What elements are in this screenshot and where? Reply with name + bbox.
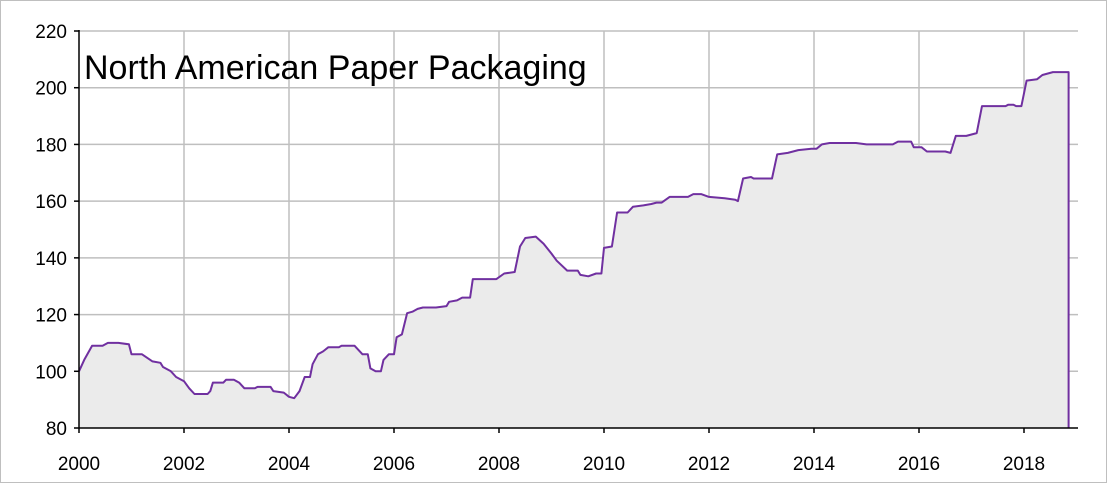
x-tick-label-2002: 2002 [163, 454, 205, 475]
x-tick-label-2000: 2000 [58, 454, 100, 475]
y-tick-label-120: 120 [35, 306, 67, 327]
x-tick-label-2018: 2018 [1003, 454, 1045, 475]
x-tick-label-2012: 2012 [688, 454, 730, 475]
x-tick-label-2016: 2016 [898, 454, 940, 475]
x-tick-label-2008: 2008 [478, 454, 520, 475]
x-tick-label-2010: 2010 [583, 454, 625, 475]
y-tick-label-200: 200 [35, 79, 67, 100]
series-area-fill [79, 72, 1069, 428]
y-tick-label-140: 140 [35, 249, 67, 270]
series-line [78, 71, 1070, 428]
axis-layer [74, 30, 1078, 433]
y-tick-label-160: 160 [35, 192, 67, 213]
area-layer [78, 71, 1070, 428]
x-tick-label-2004: 2004 [268, 454, 311, 475]
y-tick-label-180: 180 [35, 135, 67, 156]
label-layer: 80 100 120 140 160 180 200 220 2000 2002 2004 2006 2… [35, 22, 1045, 475]
chart-title: North American Paper Packaging [84, 49, 587, 87]
x-tick-label-2006: 2006 [373, 454, 415, 475]
y-tick-label-80: 80 [46, 419, 67, 440]
x-tick-label-2014: 2014 [793, 454, 836, 475]
y-tick-label-100: 100 [35, 362, 67, 383]
y-tick-label-220: 220 [35, 22, 67, 43]
